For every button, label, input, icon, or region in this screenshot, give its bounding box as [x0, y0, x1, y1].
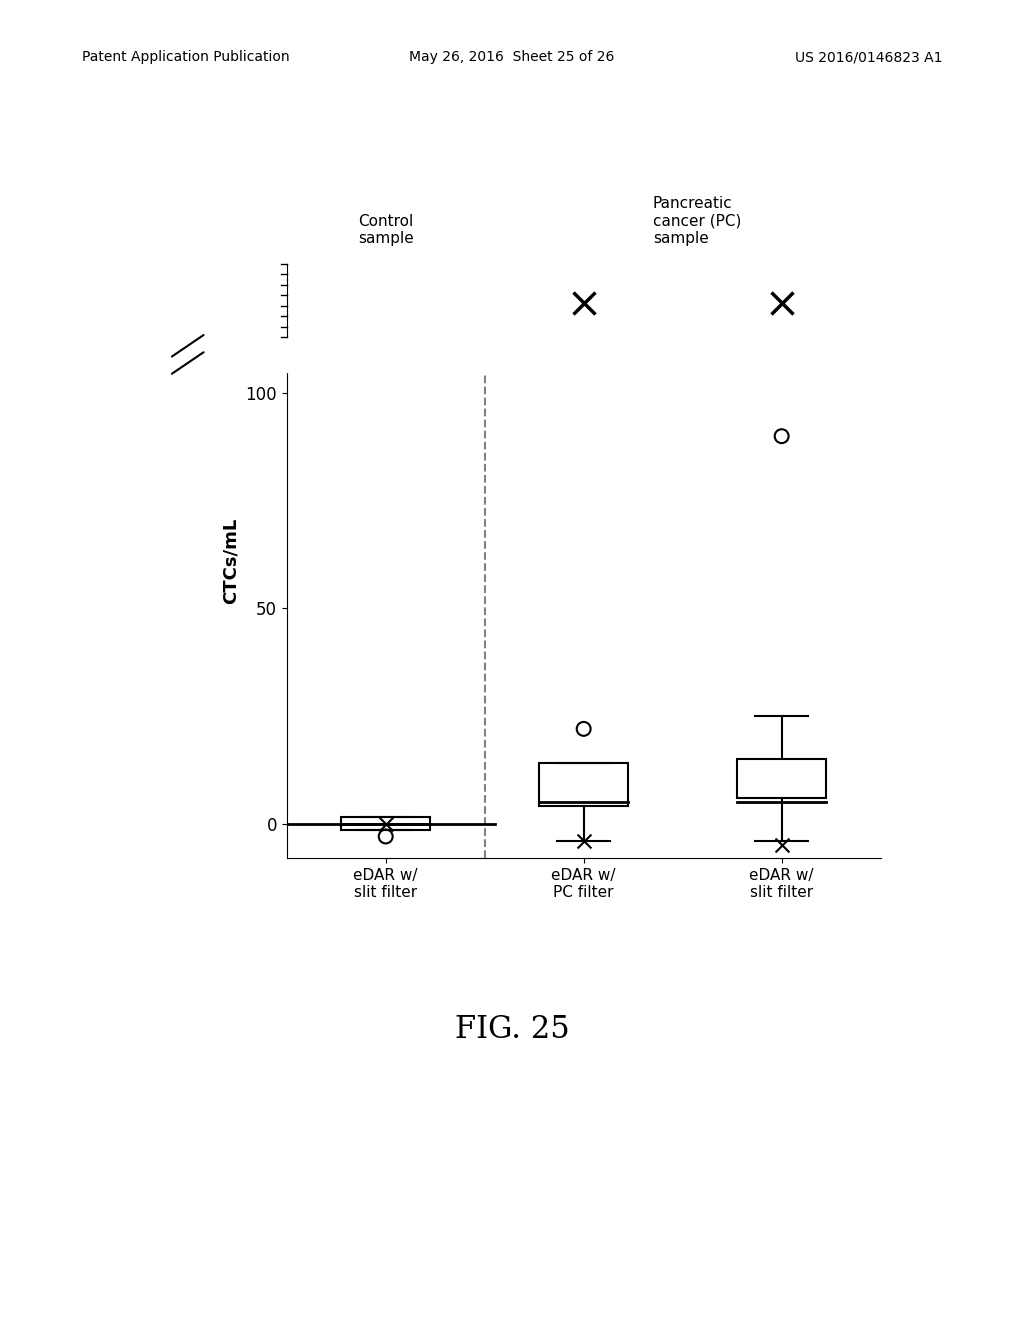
- Text: Control
sample: Control sample: [357, 214, 414, 246]
- Bar: [737, 759, 826, 797]
- Point: [378, 826, 394, 847]
- Text: May 26, 2016  Sheet 25 of 26: May 26, 2016 Sheet 25 of 26: [410, 50, 614, 65]
- Point: [575, 830, 592, 851]
- Point: [575, 718, 592, 739]
- Bar: [539, 763, 628, 807]
- Text: Pancreatic
cancer (PC)
sample: Pancreatic cancer (PC) sample: [653, 197, 741, 246]
- Point: [773, 834, 790, 855]
- Point: [773, 292, 790, 313]
- Text: FIG. 25: FIG. 25: [455, 1014, 569, 1045]
- Point: [575, 292, 592, 313]
- Y-axis label: CTCs/mL: CTCs/mL: [222, 517, 240, 605]
- Bar: [341, 817, 430, 830]
- Point: [378, 813, 394, 834]
- Point: [773, 425, 790, 446]
- Text: Patent Application Publication: Patent Application Publication: [82, 50, 290, 65]
- Text: US 2016/0146823 A1: US 2016/0146823 A1: [795, 50, 942, 65]
